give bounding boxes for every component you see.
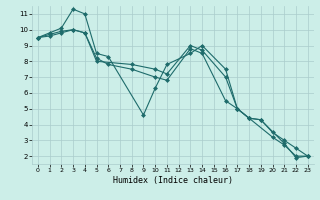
X-axis label: Humidex (Indice chaleur): Humidex (Indice chaleur) [113, 176, 233, 185]
